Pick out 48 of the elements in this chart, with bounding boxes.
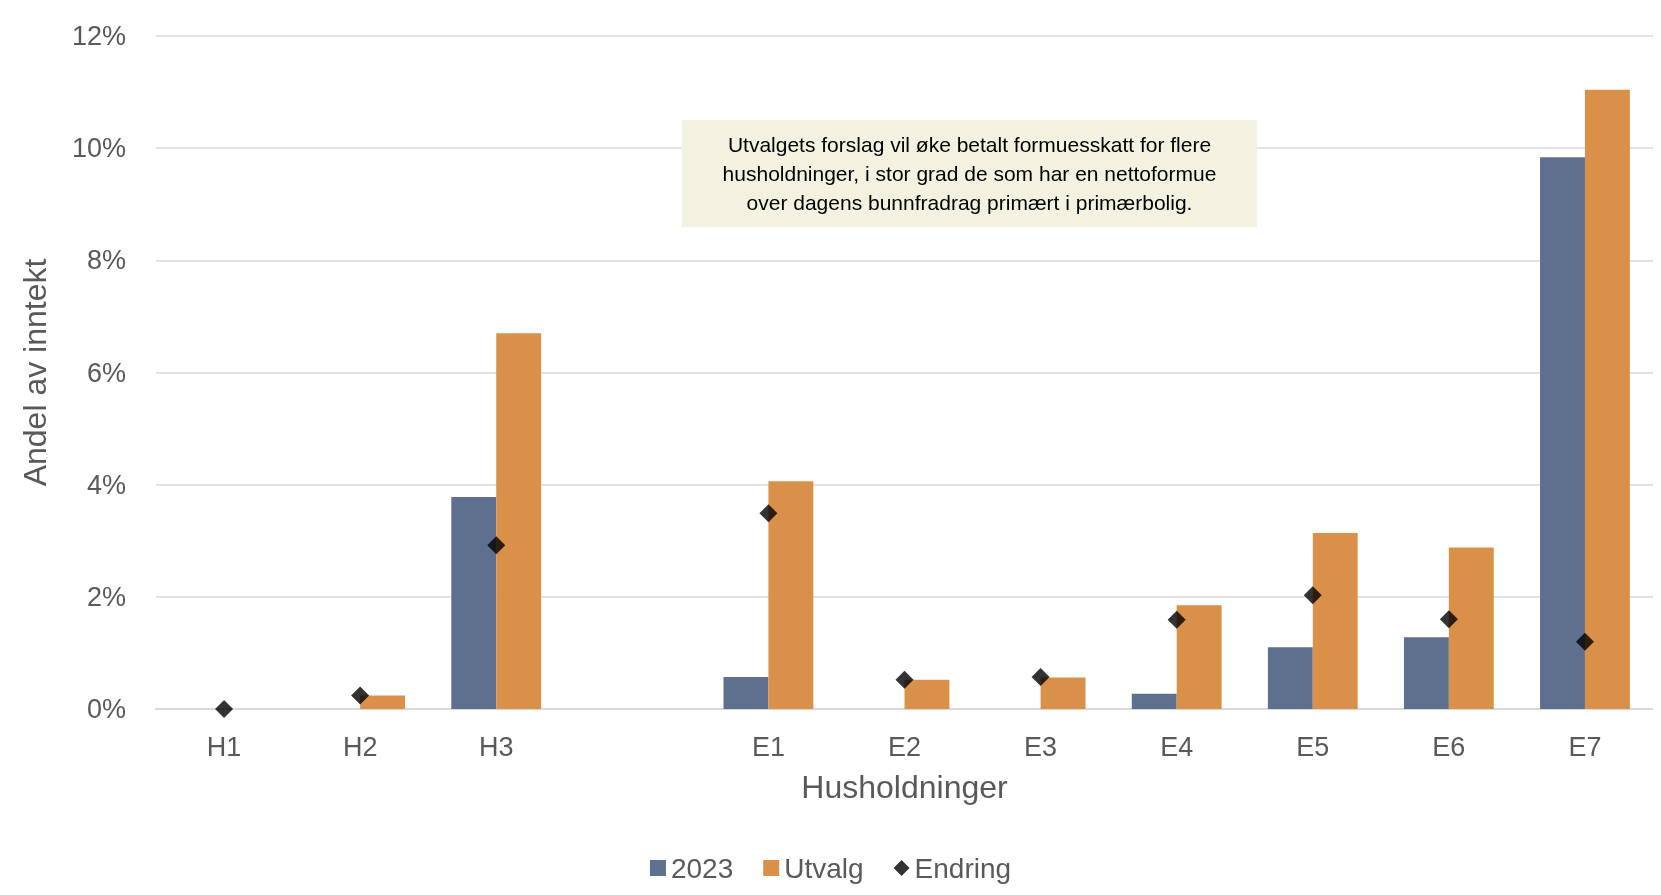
x-axis-title: Husholdninger (801, 769, 1009, 805)
legend-label: Utvalg (784, 852, 864, 884)
x-tick-label: H3 (478, 731, 514, 762)
y-tick-label: 4% (86, 469, 126, 500)
x-tick-label: E1 (751, 731, 785, 762)
bar (451, 497, 497, 709)
y-tick-label: 12% (71, 21, 126, 51)
y-tick-label: 10% (71, 133, 126, 164)
bar (1312, 532, 1358, 709)
bar (1267, 647, 1313, 709)
point (215, 700, 234, 718)
x-tick-label: E7 (1568, 731, 1602, 762)
bar (1040, 677, 1086, 709)
legend-label: Endring (914, 852, 1012, 884)
point (1303, 586, 1322, 605)
x-tick-label: E5 (1296, 731, 1330, 762)
bar (1131, 693, 1177, 709)
x-tick-label: E2 (887, 731, 922, 762)
y-axis-title: Andel av inntekt (17, 258, 53, 487)
bar (1584, 89, 1630, 709)
point (1031, 668, 1050, 687)
x-tick-label: E6 (1432, 731, 1466, 762)
bar (1540, 157, 1585, 709)
x-tick-label: E4 (1160, 731, 1194, 762)
y-tick-label: 6% (86, 357, 126, 388)
bar (904, 679, 950, 709)
y-tick-label: 2% (86, 581, 126, 612)
legend-label: 2023 (670, 852, 734, 884)
point (895, 670, 914, 689)
x-tick-label: H2 (342, 731, 378, 762)
bar (1448, 547, 1494, 709)
bar (723, 677, 769, 709)
bar (360, 695, 406, 709)
point (1167, 610, 1186, 629)
point (759, 504, 778, 523)
bar (768, 481, 814, 709)
x-tick-label: E3 (1024, 731, 1058, 762)
point (351, 686, 370, 705)
bar (1176, 605, 1222, 709)
x-tick-label: H1 (206, 731, 242, 762)
bar (496, 333, 542, 709)
bar (1403, 637, 1449, 709)
point (1439, 610, 1458, 629)
note-box: Utvalgets forslag vil øke betalt formuesskatt for flere husholdninger, i stor grad de som har en nettoformue over dagens bunnfradrag primært i primærbolig. (682, 120, 1257, 227)
point (487, 536, 506, 555)
y-tick-label: 0% (86, 694, 126, 724)
point (1575, 632, 1594, 651)
y-tick-label: 8% (86, 245, 126, 276)
